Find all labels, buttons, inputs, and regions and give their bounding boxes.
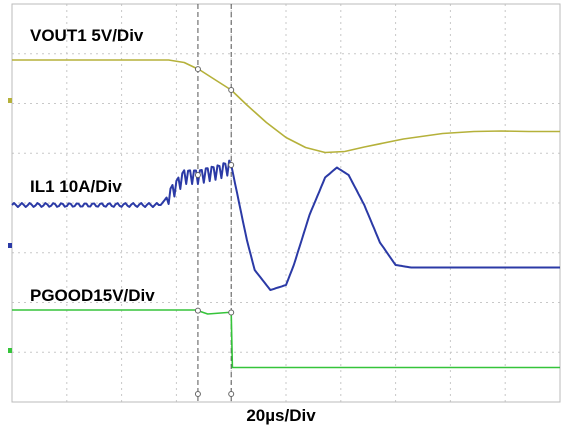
il1-trace-label: IL1 10A/Div bbox=[30, 177, 122, 196]
cursor-crossing-marker bbox=[228, 87, 235, 93]
cursor-crossing-marker bbox=[194, 66, 201, 73]
cursor-crossing-marker bbox=[228, 309, 235, 316]
il1-trace bbox=[11, 159, 560, 291]
il1-trace-ground-marker bbox=[8, 243, 12, 248]
graticule-grid bbox=[11, 3, 561, 403]
cursor-crossing-marker bbox=[194, 172, 201, 178]
vout1-trace-label: VOUT1 5V/Div bbox=[30, 26, 144, 45]
cursor-crossing-marker bbox=[194, 307, 201, 314]
cursor-bottom-marker bbox=[194, 391, 201, 397]
cursor-crossing-marker bbox=[228, 162, 235, 168]
pgood-trace-label: PGOOD15V/Div bbox=[30, 286, 155, 305]
cursor-lines bbox=[197, 4, 232, 402]
timebase-label: 20µs/Div bbox=[246, 406, 316, 425]
graticule-border bbox=[11, 3, 561, 403]
cursor-markers bbox=[8, 66, 235, 397]
cursor-bottom-marker bbox=[228, 391, 235, 397]
vout1-trace-ground-marker bbox=[8, 98, 12, 103]
pgood-trace-ground-marker bbox=[8, 348, 12, 353]
